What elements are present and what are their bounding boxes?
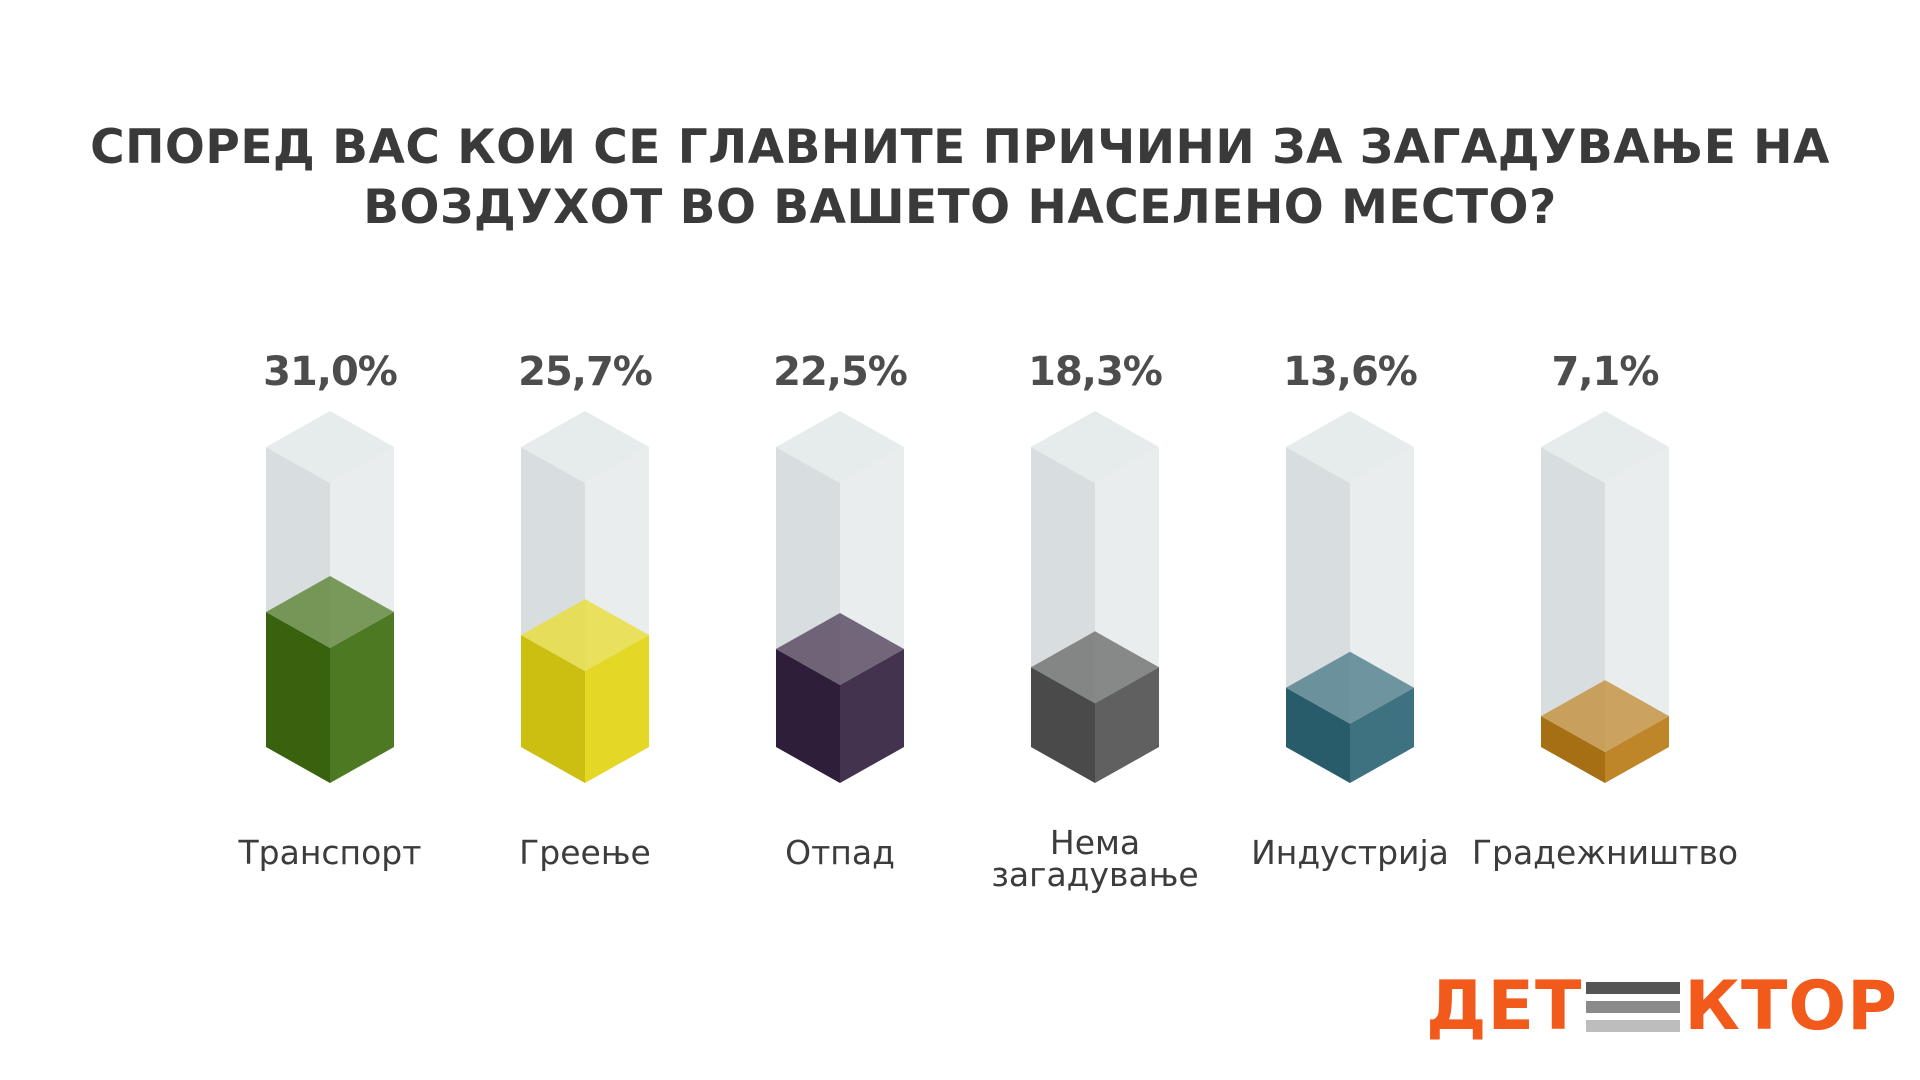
- bar-fill-right-face: [1095, 667, 1159, 783]
- bar-fill-right-face: [840, 649, 904, 783]
- category-label: Транспорт: [238, 833, 422, 872]
- logo-text-right: КТОР: [1684, 967, 1898, 1046]
- category-label-line: загадување: [991, 855, 1198, 894]
- category-label: Греење: [519, 833, 651, 872]
- bar-fill-right-face: [1605, 716, 1669, 783]
- value-label: 31,0%: [263, 349, 397, 395]
- bar-container-top-face: [266, 411, 394, 483]
- bar-fill-left-face: [776, 649, 840, 783]
- value-label: 18,3%: [1028, 349, 1162, 395]
- bar-fill-right-face: [585, 635, 649, 783]
- bar-fill-left-face: [521, 635, 585, 783]
- bar-fill-right-face: [330, 612, 394, 783]
- category-label-line: Нема: [1050, 823, 1140, 862]
- category-label: Отпад: [785, 833, 895, 872]
- bar-fill-left-face: [1541, 716, 1605, 783]
- bar-container-top-face: [1541, 411, 1669, 483]
- value-label: 25,7%: [518, 349, 652, 395]
- bar-container-top-face: [1286, 411, 1414, 483]
- bar-fill-top-face: [266, 576, 394, 648]
- detektor-logo: ДЕТ КТОР: [1426, 962, 1898, 1052]
- logo-text-left: ДЕТ: [1425, 967, 1583, 1046]
- bar-fill-left-face: [1031, 667, 1095, 783]
- category-label: Индустрија: [1251, 833, 1449, 872]
- chart-title-line-2: ВОЗДУХОТ ВО ВАШЕТО НАСЕЛЕНО МЕСТО?: [363, 180, 1557, 235]
- chart-title-line-1: СПОРЕД ВАС КОИ СЕ ГЛАВНИТЕ ПРИЧИНИ ЗА ЗА…: [90, 120, 1830, 175]
- value-label: 13,6%: [1283, 349, 1417, 395]
- bar-container-top-face: [521, 411, 649, 483]
- bar-fill-left-face: [266, 612, 330, 783]
- bar-container-top-face: [1031, 411, 1159, 483]
- bar-fill-top-face: [1031, 631, 1159, 704]
- bar-fill-top-face: [521, 599, 649, 672]
- logo-stripes-icon: [1586, 982, 1681, 1032]
- bar-fill-top-face: [1286, 651, 1414, 724]
- chart-title: СПОРЕД ВАС КОИ СЕ ГЛАВНИТЕ ПРИЧИНИ ЗА ЗА…: [0, 118, 1920, 238]
- bar-fill-top-face: [776, 613, 904, 686]
- bar-fill-right-face: [1350, 687, 1414, 783]
- bar-container-top-face: [776, 411, 904, 483]
- category-label: Градежништво: [1472, 833, 1738, 872]
- bar-fill-top-face: [1541, 680, 1669, 753]
- value-label: 22,5%: [773, 349, 907, 395]
- value-label: 7,1%: [1552, 349, 1659, 395]
- bar-fill-left-face: [1286, 687, 1350, 783]
